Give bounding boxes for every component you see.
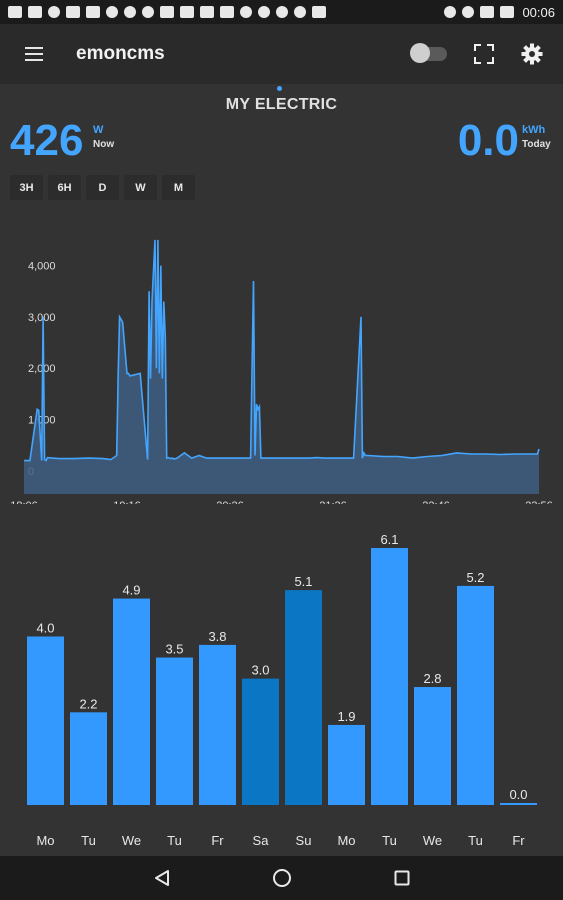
bar-value-label: 3.5 [165, 642, 183, 657]
bar-value-label: 5.2 [466, 570, 484, 585]
energy-label: Today [522, 139, 551, 150]
day-bar [242, 678, 279, 805]
day-bar [285, 590, 322, 805]
energy-unit: kWh [522, 124, 546, 136]
day-bar [113, 598, 150, 805]
navigation-bar [0, 856, 563, 900]
bar-value-label: 5.1 [294, 574, 312, 589]
gallery-icon [86, 6, 100, 18]
hamburger-menu-icon[interactable] [0, 24, 68, 84]
status-bar: 00:06 [0, 0, 563, 24]
bar-value-label: 0.0 [509, 787, 527, 802]
gallery-icon [66, 6, 80, 18]
alarm-icon [462, 6, 475, 18]
tree-icon [142, 6, 154, 18]
day-label: Tu [468, 833, 483, 848]
pinterest-icon [258, 6, 270, 18]
x-tick-label: 21:36 [319, 500, 347, 504]
y-tick-label: 3,000 [28, 312, 56, 324]
app-bar: emoncms [0, 24, 563, 84]
range-month-button[interactable]: M [162, 175, 195, 200]
range-day-button[interactable]: D [86, 175, 119, 200]
power-chart[interactable]: 01,0002,0003,0004,00018:0619:1620:2621:3… [0, 204, 563, 504]
bar-value-label: 2.2 [79, 696, 97, 711]
my-electric-view: MY ELECTRIC 426 W Now 0.0 kWh Today 3H 6… [0, 84, 563, 856]
location-icon [48, 6, 60, 18]
day-label: Su [296, 833, 312, 848]
tbd-icon [160, 6, 174, 18]
day-bar [156, 657, 193, 805]
day-label: Sa [253, 833, 270, 848]
page-indicator [277, 86, 282, 91]
daily-energy-chart[interactable]: 4.0 Mo 2.2 Tu 4.9 We 3.5 Tu 3.8 Fr 3.0 Sa 5.1 Su 1.9 Mo… [0, 524, 563, 856]
power-area [24, 239, 539, 494]
day-bar [70, 712, 107, 805]
bar-value-label: 4.9 [122, 583, 140, 598]
bar-value-label: 6.1 [380, 532, 398, 547]
day-label: We [423, 833, 442, 848]
day-label: Fr [512, 833, 525, 848]
x-tick-label: 19:16 [113, 500, 141, 504]
display-toggle[interactable] [410, 43, 447, 63]
more-icon [312, 6, 326, 18]
image-icon [220, 6, 234, 18]
image-icon [200, 6, 214, 18]
page-title: MY ELECTRIC [225, 96, 338, 113]
bar-value-label: 3.8 [208, 629, 226, 644]
app-title: emoncms [76, 43, 165, 64]
do-not-disturb-icon [444, 6, 457, 18]
day-label: Fr [211, 833, 224, 848]
day-label: Mo [36, 833, 54, 848]
status-time: 00:06 [522, 4, 555, 20]
bar-value-label: 2.8 [423, 671, 441, 686]
notification-icons [8, 6, 326, 18]
leaf-icon [106, 6, 118, 18]
day-label: We [122, 833, 141, 848]
day-label: Mo [337, 833, 355, 848]
day-label: Tu [382, 833, 397, 848]
recents-icon[interactable] [390, 866, 414, 890]
day-bar [414, 687, 451, 805]
day-bar [328, 724, 365, 805]
day-bar [199, 644, 236, 805]
range-6h-button[interactable]: 6H [48, 175, 81, 200]
back-icon[interactable] [150, 866, 174, 890]
range-3h-button[interactable]: 3H [10, 175, 43, 200]
gear-icon[interactable] [521, 43, 543, 65]
power-unit: W [93, 124, 104, 136]
fullscreen-icon[interactable] [473, 43, 495, 65]
day-label: Tu [81, 833, 96, 848]
day-bar [500, 803, 537, 805]
day-bar [27, 636, 64, 805]
home-icon[interactable] [270, 866, 294, 890]
leaf-icon [124, 6, 136, 18]
day-bar [457, 585, 494, 805]
x-tick-label: 18:06 [10, 500, 38, 504]
day-label: Tu [167, 833, 182, 848]
power-line [24, 239, 540, 462]
range-week-button[interactable]: W [124, 175, 157, 200]
x-tick-label: 20:26 [216, 500, 244, 504]
x-tick-label: 22:46 [422, 500, 450, 504]
bar-value-label: 1.9 [337, 709, 355, 724]
range-buttons: 3H 6H D W M [10, 175, 195, 200]
calendar-icon [28, 6, 42, 18]
message-icon [8, 6, 22, 18]
y-tick-label: 2,000 [28, 363, 56, 375]
wifi-icon [480, 6, 495, 18]
day-bar [371, 548, 408, 805]
bar-value-label: 3.0 [251, 663, 269, 678]
bar-value-label: 4.0 [36, 620, 54, 635]
energy-today-value: 0.0 [457, 116, 519, 165]
power-now-value: 426 [10, 116, 84, 165]
leaf-icon [294, 6, 306, 18]
y-tick-label: 4,000 [28, 261, 56, 273]
mail-icon [180, 6, 194, 18]
battery-icon [500, 6, 515, 18]
pinterest-icon [240, 6, 252, 18]
power-label: Now [93, 139, 115, 150]
leaf-icon [276, 6, 288, 18]
x-tick-label: 23:56 [525, 500, 553, 504]
